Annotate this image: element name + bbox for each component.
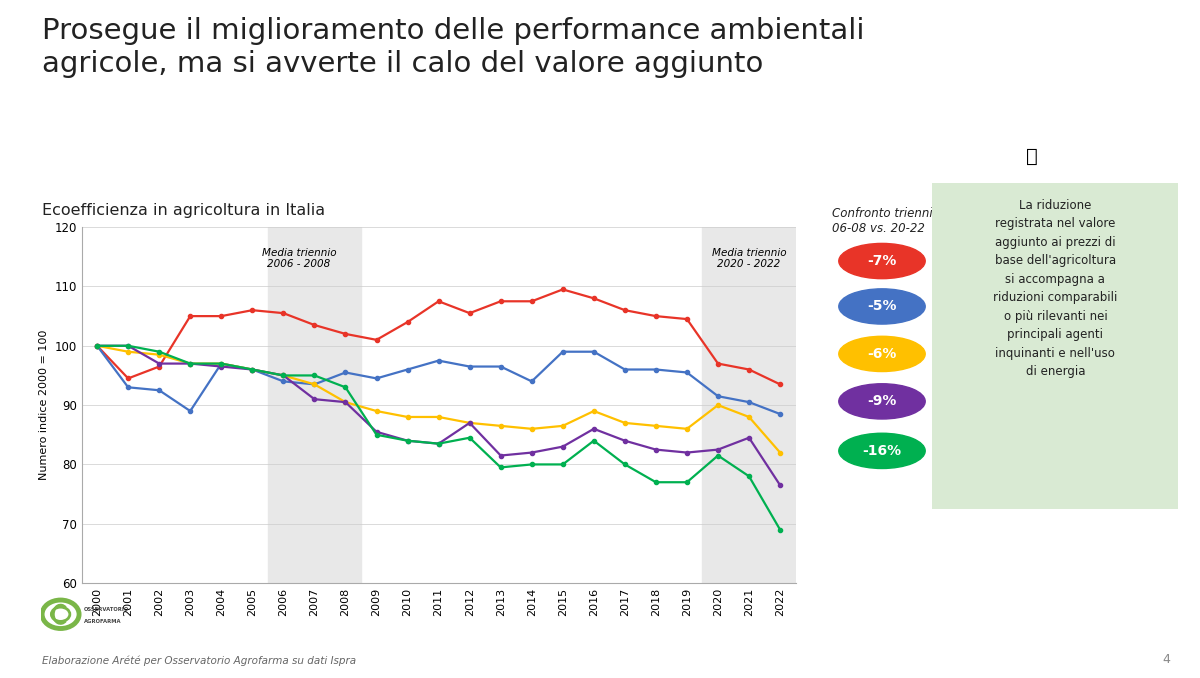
Text: AGROFARMA: AGROFARMA (84, 619, 121, 624)
Text: 📌: 📌 (1026, 146, 1037, 165)
Text: -6%: -6% (868, 347, 896, 361)
Text: Elaborazione Arété per Osservatorio Agrofarma su dati Ispra: Elaborazione Arété per Osservatorio Agro… (42, 656, 356, 666)
Text: Ecoefficienza in agricoltura in Italia: Ecoefficienza in agricoltura in Italia (42, 203, 325, 218)
Text: -9%: -9% (868, 395, 896, 408)
Bar (702, 227, 796, 583)
Text: La riduzione
registrata nel valore
aggiunto ai prezzi di
base dell'agricoltura
s: La riduzione registrata nel valore aggiu… (994, 199, 1117, 378)
Text: Media triennio
2006 - 2008: Media triennio 2006 - 2008 (262, 248, 336, 269)
Text: Media triennio
2020 - 2022: Media triennio 2020 - 2022 (712, 248, 786, 269)
Text: 4: 4 (1162, 653, 1170, 666)
Text: -7%: -7% (868, 254, 896, 268)
Bar (268, 227, 361, 583)
Text: -5%: -5% (868, 300, 896, 313)
Text: Confronto triennio
06-08 vs. 20-22: Confronto triennio 06-08 vs. 20-22 (832, 207, 940, 235)
Text: -16%: -16% (863, 444, 901, 458)
Y-axis label: Numero indice 2000 = 100: Numero indice 2000 = 100 (38, 330, 49, 480)
Text: OSSERVATORIO: OSSERVATORIO (84, 607, 128, 612)
Text: Prosegue il miglioramento delle performance ambientali
agricole, ma si avverte i: Prosegue il miglioramento delle performa… (42, 17, 864, 79)
